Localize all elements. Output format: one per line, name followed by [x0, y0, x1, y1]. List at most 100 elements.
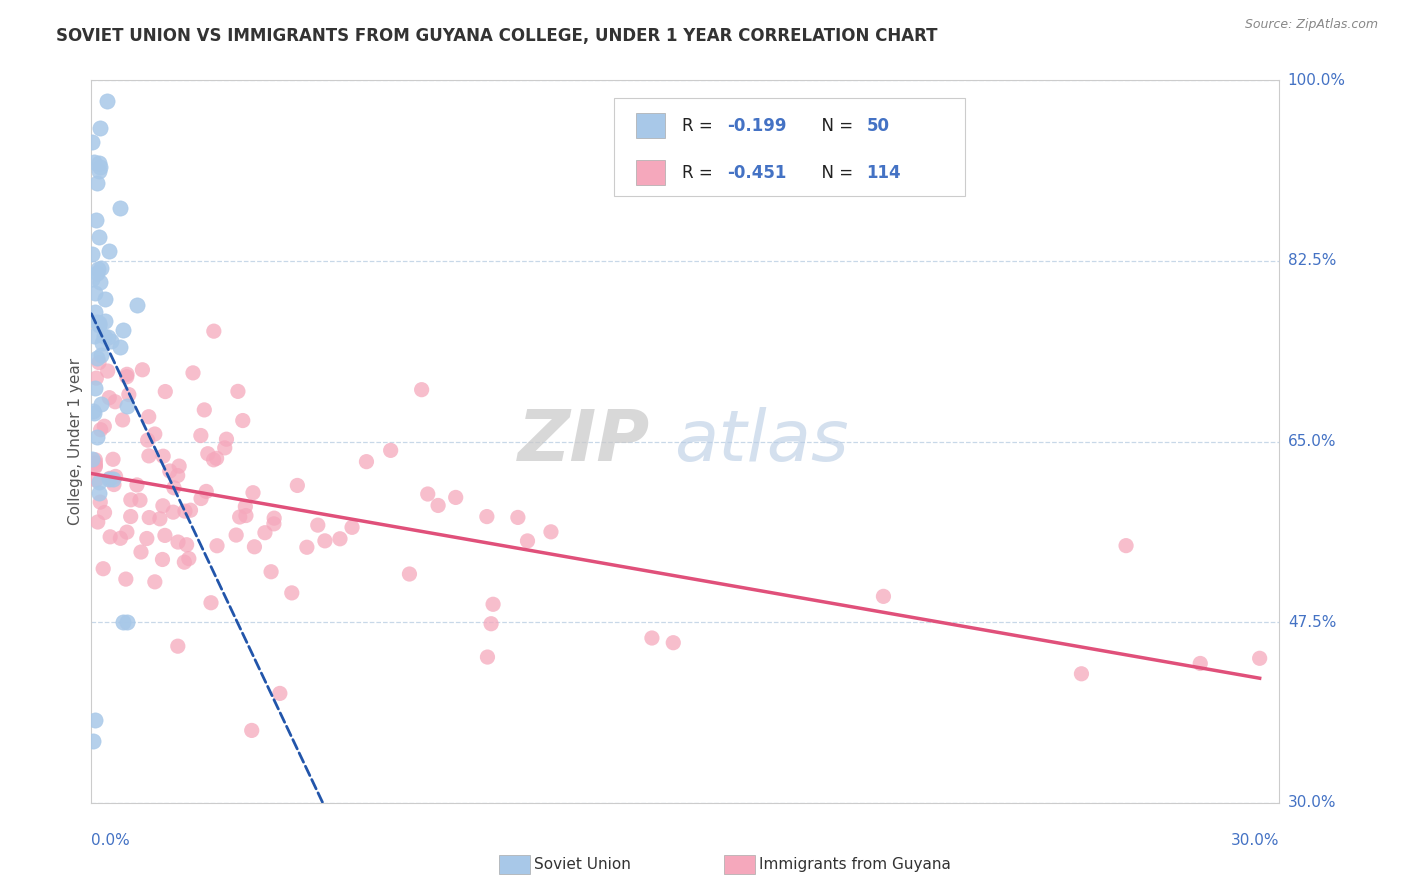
Point: [225, 528, 247, 542]
Point: [295, 541, 318, 555]
Point: [89, 275, 111, 289]
Point: [641, 631, 664, 645]
Point: [159, 464, 181, 478]
Point: [138, 409, 160, 424]
Point: [89, 318, 111, 332]
Point: [143, 427, 166, 442]
Point: [86, 266, 108, 280]
Point: [263, 516, 285, 531]
Point: [269, 686, 291, 700]
Point: [197, 447, 219, 461]
Point: [143, 574, 166, 589]
Text: R =: R =: [682, 164, 718, 182]
Point: [93, 329, 115, 343]
FancyBboxPatch shape: [614, 98, 965, 196]
Point: [84, 456, 107, 470]
Text: -0.199: -0.199: [727, 117, 787, 135]
Point: [115, 368, 138, 382]
Point: [329, 532, 352, 546]
Point: [243, 540, 266, 554]
Point: [398, 567, 420, 582]
Point: [84, 458, 107, 473]
Point: [83, 155, 105, 169]
Point: [181, 366, 204, 380]
Point: [162, 505, 184, 519]
Point: [114, 572, 136, 586]
Point: [84, 213, 107, 227]
Text: 65.0%: 65.0%: [1288, 434, 1336, 449]
Text: ZIP: ZIP: [517, 407, 650, 476]
Point: [112, 323, 135, 337]
Point: [82, 271, 104, 285]
Point: [115, 615, 138, 630]
Point: [153, 528, 176, 542]
Point: [163, 481, 186, 495]
Point: [90, 423, 112, 437]
Point: [190, 428, 212, 442]
Point: [84, 286, 107, 301]
Point: [89, 160, 111, 174]
Text: Immigrants from Guyana: Immigrants from Guyana: [759, 857, 950, 871]
Point: [84, 459, 107, 474]
Point: [314, 533, 336, 548]
Point: [104, 469, 127, 483]
Point: [82, 247, 104, 261]
Point: [872, 590, 894, 604]
Point: [167, 535, 190, 549]
Point: [103, 477, 125, 491]
Point: [307, 518, 329, 533]
Point: [90, 261, 112, 276]
Point: [97, 330, 120, 344]
Point: [380, 443, 402, 458]
Point: [111, 413, 134, 427]
Text: 0.0%: 0.0%: [91, 833, 131, 848]
Point: [205, 539, 228, 553]
Point: [115, 399, 138, 413]
Point: [233, 500, 256, 514]
Point: [129, 545, 152, 559]
Point: [479, 616, 502, 631]
Point: [1070, 666, 1092, 681]
Point: [215, 432, 238, 446]
Point: [214, 441, 236, 455]
Point: [87, 155, 110, 169]
Text: atlas: atlas: [673, 407, 848, 476]
Point: [166, 468, 188, 483]
Point: [101, 472, 124, 486]
Point: [118, 387, 141, 401]
Point: [86, 176, 108, 190]
Point: [1115, 539, 1137, 553]
Point: [226, 384, 249, 399]
Point: [477, 650, 499, 665]
Text: 82.5%: 82.5%: [1288, 253, 1336, 268]
Point: [138, 510, 160, 524]
Point: [86, 430, 108, 444]
Point: [89, 120, 111, 135]
Point: [662, 636, 685, 650]
Text: R =: R =: [682, 117, 718, 135]
Point: [240, 723, 263, 738]
Point: [200, 596, 222, 610]
Point: [232, 413, 254, 427]
Point: [91, 562, 114, 576]
Point: [98, 472, 121, 486]
Point: [94, 314, 117, 328]
Point: [89, 486, 111, 500]
Point: [152, 552, 174, 566]
Point: [87, 229, 110, 244]
Point: [83, 329, 105, 343]
Point: [101, 452, 124, 467]
Point: [97, 364, 120, 378]
Point: [87, 475, 110, 489]
Point: [193, 403, 215, 417]
Point: [228, 510, 250, 524]
Point: [84, 304, 107, 318]
Point: [202, 452, 225, 467]
Point: [195, 484, 218, 499]
Point: [340, 520, 363, 534]
Point: [416, 487, 439, 501]
Point: [152, 449, 174, 463]
Point: [152, 499, 174, 513]
Point: [86, 351, 108, 366]
Text: 30.0%: 30.0%: [1288, 796, 1336, 810]
